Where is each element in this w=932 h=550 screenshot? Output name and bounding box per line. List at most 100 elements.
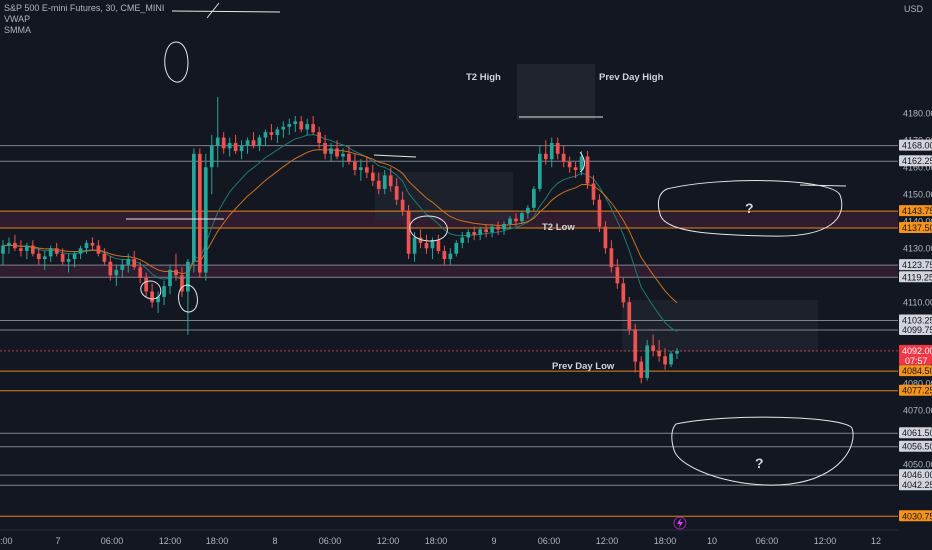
candle-body	[376, 180, 381, 189]
price-level-label: 4119.25	[902, 272, 932, 282]
label-question-upper: ?	[745, 200, 754, 216]
candle-body	[257, 137, 262, 146]
currency-label: USD	[904, 4, 924, 14]
candle-body	[42, 256, 47, 260]
x-tick-label: 18:00	[206, 536, 229, 546]
candle-body	[532, 188, 536, 208]
price-level-label: 4137.50	[902, 223, 932, 233]
price-level-label: 4143.75	[902, 206, 932, 216]
x-tick-label: 12:00	[159, 536, 182, 546]
time-axis[interactable]: :00 7 06:00 12:00 18:00 8 06:00 12:00 18:00 9 06:0…	[0, 529, 932, 550]
y-tick-label: 4150.00	[903, 189, 932, 199]
legend-vwap: VWAP	[4, 14, 31, 24]
price-level-tag	[899, 469, 932, 481]
candle-body	[36, 253, 41, 260]
price-level-tag	[899, 427, 932, 439]
candle-body	[245, 140, 250, 146]
candle-body	[239, 145, 244, 152]
candle-body	[520, 213, 524, 222]
candle-body	[299, 121, 304, 130]
candle-body	[72, 253, 77, 260]
label-t2-high: T2 High	[466, 72, 501, 83]
candle-body	[114, 269, 119, 276]
chart-legend: S&P 500 E-mini Futures, 30, CME_MINI VWA…	[4, 3, 164, 36]
x-tick-label: :00	[0, 536, 13, 546]
candle-body	[144, 277, 148, 292]
price-level-label: 4103.25	[902, 316, 932, 326]
candle-body	[615, 267, 620, 284]
candle-body	[317, 132, 321, 143]
price-level-tag	[899, 139, 932, 151]
x-tick-label: 10	[707, 536, 717, 546]
candle-body	[603, 226, 608, 249]
price-level-tag	[899, 259, 932, 271]
candle-body	[394, 186, 399, 200]
price-level-tag	[899, 323, 932, 335]
drawn-circle-low1	[140, 280, 162, 300]
candle-body	[478, 229, 483, 235]
candle-body	[609, 248, 614, 268]
candle-body	[466, 232, 471, 238]
x-tick-label: 06:00	[538, 536, 561, 546]
y-tick-label: 4160.00	[903, 162, 932, 172]
candle-body	[269, 132, 274, 135]
candle-body	[448, 253, 453, 260]
candle-body	[132, 259, 137, 268]
hand-drawings	[126, 2, 854, 486]
candle-body	[30, 245, 35, 254]
label-question-lower: ?	[755, 455, 764, 471]
label-prev-day-low: Prev Day Low	[552, 361, 615, 372]
bolt-icon[interactable]	[673, 516, 687, 530]
indicator-lines	[2, 134, 678, 333]
x-tick-label: 7	[55, 536, 60, 546]
candle-body	[120, 264, 125, 270]
support-zone-1	[0, 265, 898, 278]
candle-body	[19, 248, 23, 251]
candle-body	[359, 167, 363, 170]
candle-body	[567, 161, 572, 168]
price-level-tag	[899, 271, 932, 283]
price-level-tag	[899, 344, 932, 365]
x-tick-label: 12	[871, 536, 881, 546]
x-tick-label: 12:00	[377, 536, 400, 546]
candle-body	[329, 148, 333, 154]
candle-body	[192, 153, 196, 262]
candle-body	[645, 345, 650, 378]
x-tick-label: 18:00	[654, 536, 677, 546]
price-level-label: 4092.00	[902, 346, 932, 356]
candle-body	[460, 237, 465, 243]
candle-body	[180, 275, 184, 292]
y-tick-label: 4180.00	[903, 108, 932, 118]
candle-body	[293, 121, 298, 125]
support-zone-0	[0, 211, 898, 229]
candle-body	[275, 129, 280, 135]
candle-body	[102, 253, 107, 262]
price-level-tag	[899, 440, 932, 452]
price-level-tag	[899, 479, 932, 491]
drawn-circle-low2	[178, 284, 198, 313]
candle-body	[311, 124, 316, 133]
x-tick-label: 12:00	[814, 536, 837, 546]
candle-body	[96, 245, 101, 254]
price-level-tag	[899, 205, 932, 217]
candle-body	[508, 218, 512, 224]
drawn-line-mid	[373, 154, 417, 158]
candle-body	[364, 167, 369, 173]
candle-body	[281, 126, 286, 130]
candle-body	[335, 148, 339, 157]
x-tick-label: 8	[272, 536, 277, 546]
candle-body	[221, 137, 226, 149]
candle-body	[597, 199, 602, 227]
candle-body	[263, 132, 268, 138]
drawn-line-oval-upper	[799, 184, 847, 187]
price-axis[interactable]: USD 4180.004170.004160.004150.004140.004…	[898, 0, 932, 530]
range-box-t2-high	[517, 64, 595, 120]
candle-body	[490, 226, 494, 233]
drawn-oval-lower	[671, 416, 854, 486]
drawn-circle-t2-low	[409, 215, 448, 242]
candle-body	[353, 161, 357, 170]
price-level-label: 4042.25	[902, 480, 932, 490]
candle-body	[561, 153, 566, 162]
drawn-hook	[579, 151, 585, 173]
